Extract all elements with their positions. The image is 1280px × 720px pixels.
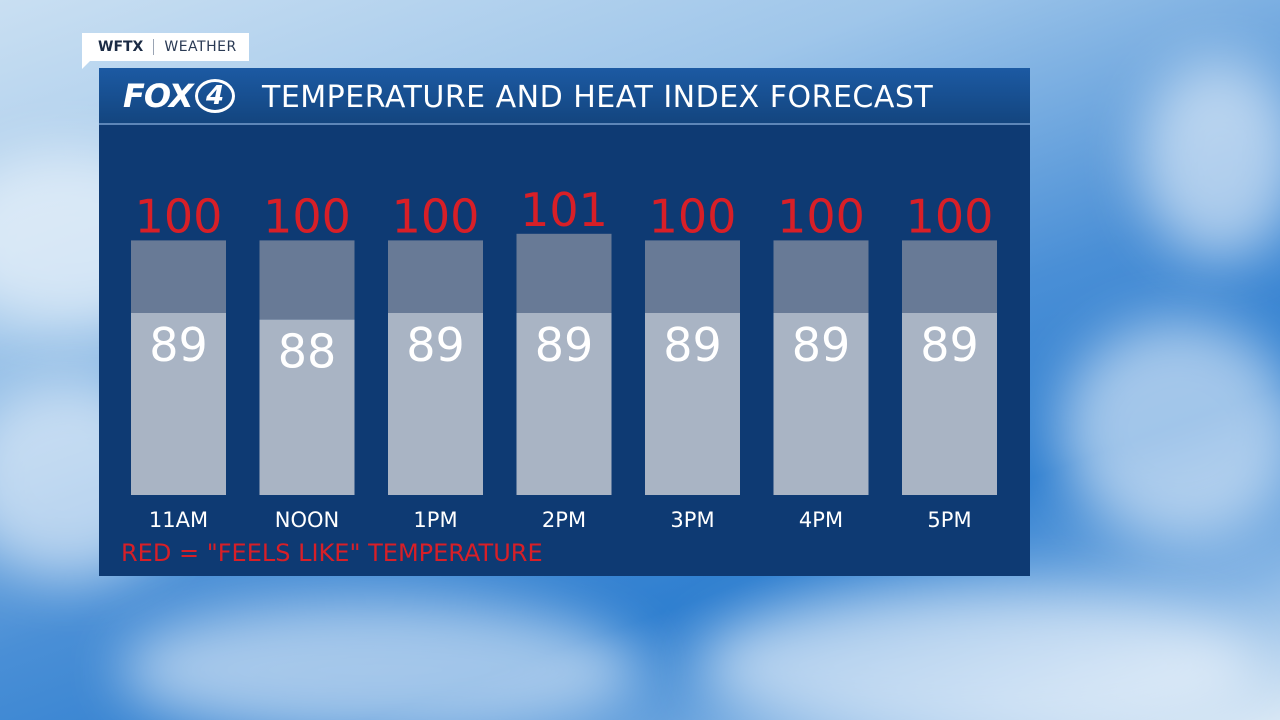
time-label: 3PM [670,508,714,532]
heat-index-bar [131,240,226,313]
heat-index-label: 100 [263,189,351,243]
heat-index-label: 100 [135,189,223,243]
heat-index-label: 101 [520,183,608,237]
heat-index-bar [259,240,355,320]
bug-tail [82,61,90,69]
temperature-bar [388,313,483,495]
legend-note: RED = "FEELS LIKE" TEMPERATURE [121,539,543,567]
temperature-bar [645,313,740,495]
cloud [1060,320,1280,540]
temperature-bar [516,313,612,495]
heat-index-label: 100 [649,189,737,243]
panel-header: FOX 4 TEMPERATURE AND HEAT INDEX FORECAS… [99,68,1030,125]
heat-index-bar [645,240,740,313]
cloud [1140,60,1280,260]
heat-index-label: 100 [906,189,994,243]
heat-index-bar [388,240,483,313]
temperature-label: 89 [663,318,722,372]
cloud [120,600,640,720]
temperature-bar [902,313,997,495]
temperature-label: 89 [149,318,208,372]
time-label: 1PM [413,508,457,532]
bug-divider [153,39,155,55]
heat-index-bar [773,240,869,313]
time-label: 2PM [542,508,586,532]
temperature-bar [131,313,226,495]
time-label: 11AM [149,508,208,532]
temperature-bar [773,313,869,495]
heat-index-bar [902,240,997,313]
temperature-label: 89 [920,318,979,372]
temperature-bar [259,319,355,495]
temperature-chart: 100 89 11AM 100 88 NOON 100 89 1PM 101 89 2PM 100 89 3… [131,183,997,532]
time-label: NOON [275,508,339,532]
temperature-label: 88 [278,325,337,379]
logo-text: FOX [123,77,194,115]
station-bug: WFTX WEATHER [82,33,249,61]
forecast-panel: FOX 4 TEMPERATURE AND HEAT INDEX FORECAS… [99,68,1030,576]
temperature-label: 89 [406,318,465,372]
time-label: 5PM [927,508,971,532]
station-section-label: WEATHER [164,39,237,55]
station-callsign: WFTX [98,39,144,55]
logo-number: 4 [194,79,235,113]
time-label: 4PM [799,508,843,532]
temperature-label: 89 [792,318,851,372]
chart-title: TEMPERATURE AND HEAT INDEX FORECAST [262,80,934,115]
cloud [700,590,1260,720]
heat-index-label: 100 [392,189,480,243]
heat-index-label: 100 [777,189,865,243]
heat-index-bar [516,233,612,313]
temperature-label: 89 [535,318,594,372]
fox4-logo: FOX 4 [123,76,235,116]
